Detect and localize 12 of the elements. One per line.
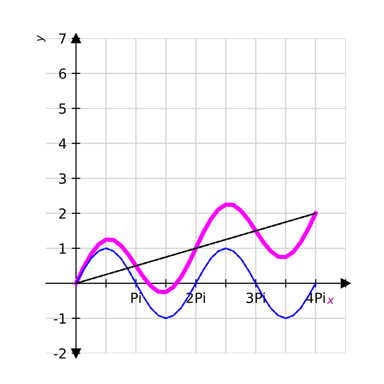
y-tick-label: 6 bbox=[59, 68, 66, 79]
y-tick-label: 5 bbox=[59, 104, 66, 114]
x-tick-label: Pi bbox=[131, 292, 141, 303]
y-tick-label: 4 bbox=[58, 138, 66, 149]
y-tick-label: 3 bbox=[59, 173, 66, 184]
y-tick-label: 1 bbox=[60, 243, 66, 254]
y-axis-title: y bbox=[37, 34, 46, 42]
y-tick-label: 7 bbox=[59, 34, 66, 44]
y-tick-label: -1 bbox=[54, 313, 66, 324]
x-axis-title: x bbox=[327, 298, 334, 304]
y-tick-label: 2 bbox=[59, 208, 66, 219]
y-tick-label: -2 bbox=[54, 348, 66, 359]
